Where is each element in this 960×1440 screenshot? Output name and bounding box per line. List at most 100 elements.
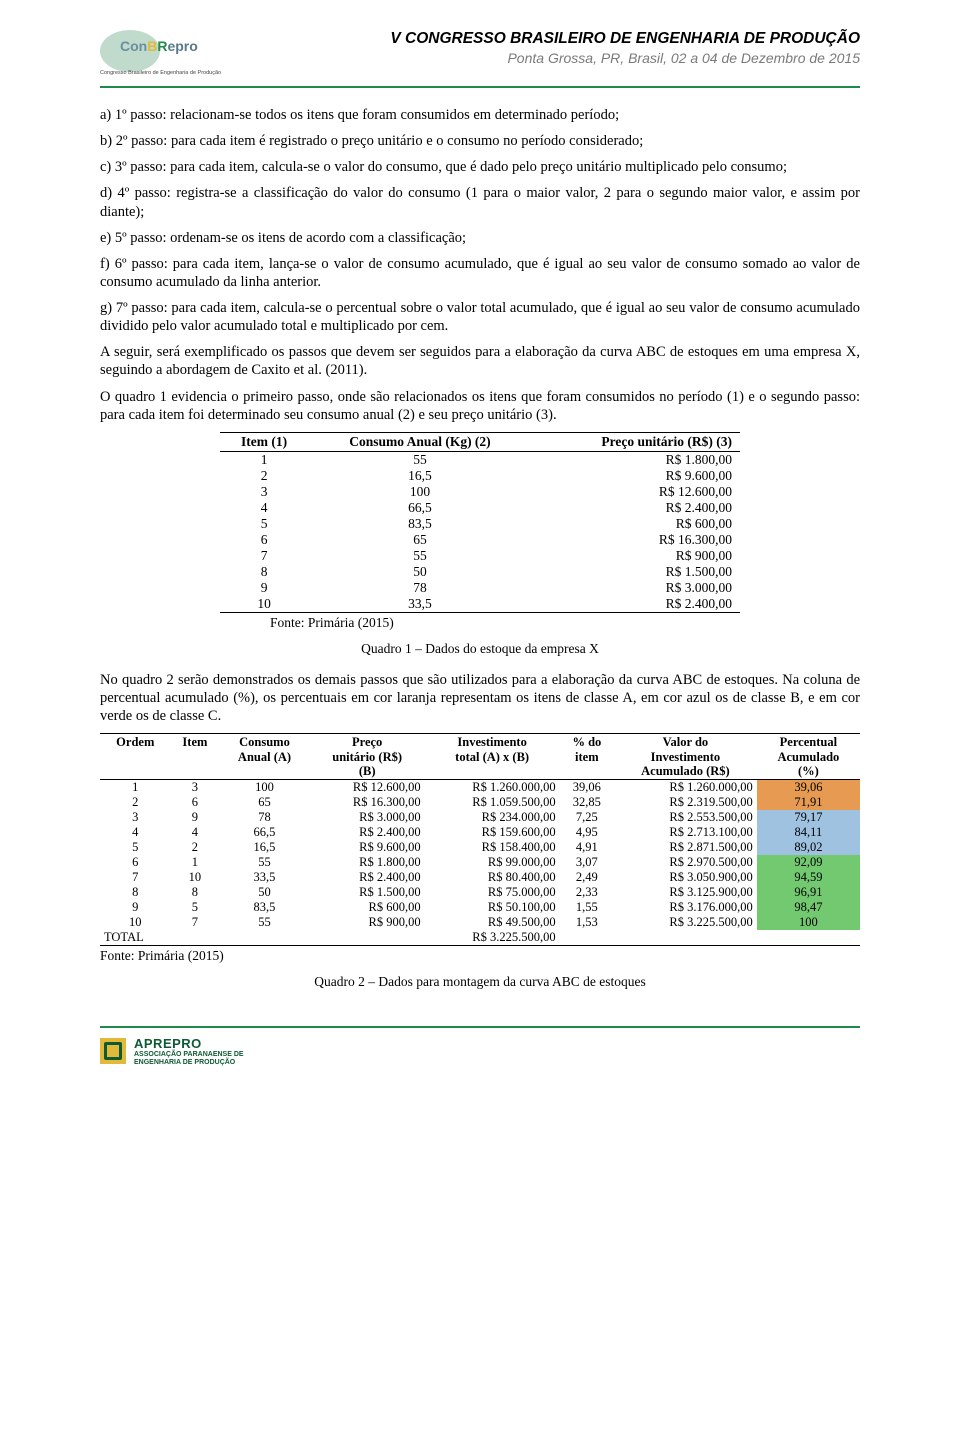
t2-acum: R$ 2.319.500,00 — [614, 795, 757, 810]
t2-empty — [560, 930, 614, 946]
t2-acum: R$ 3.225.500,00 — [614, 915, 757, 930]
t2-invest: R$ 159.600,00 — [425, 825, 560, 840]
t2-ordem: 7 — [100, 870, 171, 885]
t1-item: 3 — [220, 484, 308, 500]
t2-ordem: 6 — [100, 855, 171, 870]
t2-h5: Investimentototal (A) x (B) — [425, 734, 560, 780]
t2-acum: R$ 3.050.900,00 — [614, 870, 757, 885]
t2-invest: R$ 1.260.000,00 — [425, 780, 560, 796]
t2-pct: 4,91 — [560, 840, 614, 855]
logo-text: ConBRepro — [120, 38, 198, 54]
t2-empty — [310, 930, 425, 946]
t2-acum: R$ 2.970.500,00 — [614, 855, 757, 870]
t2-preco: R$ 600,00 — [310, 900, 425, 915]
t2-pct: 3,07 — [560, 855, 614, 870]
t2-pct: 1,53 — [560, 915, 614, 930]
t2-h2: Item — [171, 734, 220, 780]
table2-row: 10755R$ 900,00R$ 49.500,001,53R$ 3.225.5… — [100, 915, 860, 930]
t1-preco: R$ 600,00 — [532, 516, 740, 532]
t2-h4: Preçounitário (R$)(B) — [310, 734, 425, 780]
t2-ordem: 4 — [100, 825, 171, 840]
t1-consumo: 83,5 — [308, 516, 532, 532]
t2-consumo: 33,5 — [219, 870, 309, 885]
t2-pacc: 84,11 — [757, 825, 860, 840]
t1-consumo: 65 — [308, 532, 532, 548]
table2-row: 2665R$ 16.300,00R$ 1.059.500,0032,85R$ 2… — [100, 795, 860, 810]
t2-preco: R$ 12.600,00 — [310, 780, 425, 796]
step-a: a) 1º passo: relacionam-se todos os iten… — [100, 106, 860, 124]
t1-preco: R$ 900,00 — [532, 548, 740, 564]
header-titles: V CONGRESSO BRASILEIRO DE ENGENHARIA DE … — [240, 30, 860, 66]
t2-acum: R$ 2.713.100,00 — [614, 825, 757, 840]
t2-consumo: 55 — [219, 915, 309, 930]
page-footer: APREPRO ASSOCIAÇÃO PARANAENSE DE ENGENHA… — [100, 1026, 860, 1066]
step-f: f) 6º passo: para cada item, lança-se o … — [100, 255, 860, 291]
t2-total-value: R$ 3.225.500,00 — [425, 930, 560, 946]
t2-consumo: 50 — [219, 885, 309, 900]
t2-ordem: 5 — [100, 840, 171, 855]
aprepro-sub1: ASSOCIAÇÃO PARANAENSE DE — [134, 1051, 244, 1058]
t2-empty — [171, 930, 220, 946]
t2-h6: % doitem — [560, 734, 614, 780]
t2-item: 5 — [171, 900, 220, 915]
t1-preco: R$ 9.600,00 — [532, 468, 740, 484]
t2-item: 2 — [171, 840, 220, 855]
t1-item: 8 — [220, 564, 308, 580]
t1-consumo: 50 — [308, 564, 532, 580]
table1-container: Item (1) Consumo Anual (Kg) (2) Preço un… — [220, 432, 740, 613]
mid-content: No quadro 2 serão demonstrados os demais… — [100, 671, 860, 725]
table2-caption: Quadro 2 – Dados para montagem da curva … — [100, 974, 860, 990]
t2-consumo: 65 — [219, 795, 309, 810]
aprepro-sub2: ENGENHARIA DE PRODUÇÃO — [134, 1059, 244, 1066]
t1-item: 1 — [220, 451, 308, 468]
page: ConBRepro Congresso Brasileiro de Engenh… — [50, 0, 910, 1096]
table1-row: 978R$ 3.000,00 — [220, 580, 740, 596]
t2-preco: R$ 2.400,00 — [310, 870, 425, 885]
t2-ordem: 10 — [100, 915, 171, 930]
step-e: e) 5º passo: ordenam-se os itens de acor… — [100, 229, 860, 247]
t1-preco: R$ 1.500,00 — [532, 564, 740, 580]
t2-pct: 39,06 — [560, 780, 614, 796]
table2-row: 4466,5R$ 2.400,00R$ 159.600,004,95R$ 2.7… — [100, 825, 860, 840]
t1-consumo: 55 — [308, 451, 532, 468]
table1-row: 755R$ 900,00 — [220, 548, 740, 564]
t2-ordem: 3 — [100, 810, 171, 825]
t2-empty — [219, 930, 309, 946]
t1-preco: R$ 3.000,00 — [532, 580, 740, 596]
logo-part-r: R — [157, 38, 167, 54]
t2-pacc: 100 — [757, 915, 860, 930]
table1: Item (1) Consumo Anual (Kg) (2) Preço un… — [220, 432, 740, 613]
t2-item: 6 — [171, 795, 220, 810]
t2-pacc: 89,02 — [757, 840, 860, 855]
t1-consumo: 100 — [308, 484, 532, 500]
t2-invest: R$ 158.400,00 — [425, 840, 560, 855]
t2-empty — [757, 930, 860, 946]
t2-preco: R$ 3.000,00 — [310, 810, 425, 825]
aprepro-main: APREPRO — [134, 1036, 244, 1051]
step-b: b) 2º passo: para cada item é registrado… — [100, 132, 860, 150]
table1-h2: Consumo Anual (Kg) (2) — [308, 432, 532, 451]
t1-item: 2 — [220, 468, 308, 484]
aprepro-text: APREPRO ASSOCIAÇÃO PARANAENSE DE ENGENHA… — [134, 1036, 244, 1066]
logo-part-epro: epro — [167, 38, 197, 54]
t2-invest: R$ 234.000,00 — [425, 810, 560, 825]
t2-ordem: 2 — [100, 795, 171, 810]
t2-pacc: 92,09 — [757, 855, 860, 870]
t2-h8: PercentualAcumulado(%) — [757, 734, 860, 780]
step-d: d) 4º passo: registra-se a classificação… — [100, 184, 860, 220]
t2-pacc: 94,59 — [757, 870, 860, 885]
t2-consumo: 55 — [219, 855, 309, 870]
congress-title: V CONGRESSO BRASILEIRO DE ENGENHARIA DE … — [240, 30, 860, 48]
table1-row: 216,5R$ 9.600,00 — [220, 468, 740, 484]
t2-empty — [614, 930, 757, 946]
t2-preco: R$ 2.400,00 — [310, 825, 425, 840]
t2-ordem: 9 — [100, 900, 171, 915]
conbrepro-logo: ConBRepro Congresso Brasileiro de Engenh… — [100, 30, 220, 80]
t2-acum: R$ 2.871.500,00 — [614, 840, 757, 855]
t2-item: 8 — [171, 885, 220, 900]
t2-h3: ConsumoAnual (A) — [219, 734, 309, 780]
table2-row: 6155R$ 1.800,00R$ 99.000,003,07R$ 2.970.… — [100, 855, 860, 870]
t2-pct: 7,25 — [560, 810, 614, 825]
t1-preco: R$ 16.300,00 — [532, 532, 740, 548]
t2-pct: 32,85 — [560, 795, 614, 810]
